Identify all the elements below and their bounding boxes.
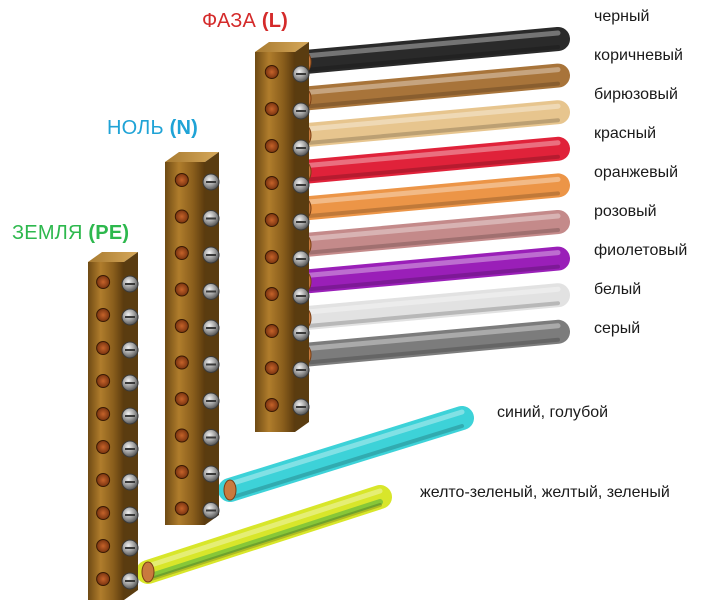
terminal-hole bbox=[174, 319, 189, 333]
phase-wire-label: оранжевый bbox=[594, 164, 679, 181]
terminal-hole bbox=[96, 308, 111, 322]
terminal-hole bbox=[174, 501, 189, 516]
phase-wire-label: бирюзовый bbox=[594, 86, 678, 103]
phase-bus-title: ФАЗА (L) bbox=[202, 10, 288, 33]
terminal-hole bbox=[264, 65, 279, 79]
neutral-wire-label: синий, голубой bbox=[497, 404, 609, 421]
terminal-hole bbox=[96, 374, 111, 388]
terminal-hole bbox=[174, 246, 189, 260]
phase-wire-label: коричневый bbox=[594, 47, 683, 64]
earth-bus-label: ЗЕМЛЯ bbox=[12, 222, 83, 244]
phase-wire-3 bbox=[293, 100, 570, 148]
phase-wire-label: фиолетовый bbox=[594, 242, 688, 259]
terminal-hole bbox=[174, 282, 189, 297]
phase-wire-4 bbox=[293, 136, 570, 184]
phase-wire-6 bbox=[293, 210, 570, 257]
phase-wire-label: черный bbox=[594, 8, 650, 25]
terminal-hole bbox=[96, 539, 111, 553]
earth-bus-bar bbox=[88, 252, 139, 600]
earth-wire-label: желто-зеленый, желтый, зеленый bbox=[420, 484, 670, 501]
earth-wire bbox=[136, 485, 392, 584]
phase-wire-2 bbox=[293, 63, 570, 111]
phase-bus-label: ФАЗА bbox=[202, 10, 257, 32]
terminal-hole bbox=[96, 572, 111, 586]
phase-wire-8 bbox=[293, 283, 570, 331]
terminal-hole bbox=[264, 102, 279, 116]
terminal-hole bbox=[264, 287, 279, 301]
earth-bus-title: ЗЕМЛЯ (PE) bbox=[12, 222, 129, 245]
terminal-hole bbox=[174, 428, 189, 443]
terminal-hole bbox=[264, 139, 279, 153]
terminal-hole bbox=[96, 473, 111, 487]
terminal-hole bbox=[96, 506, 111, 520]
terminal-hole bbox=[96, 341, 111, 355]
phase-wire-label: белый bbox=[594, 281, 642, 298]
terminal-hole bbox=[96, 440, 111, 454]
terminal-hole bbox=[264, 250, 279, 264]
terminal-hole bbox=[264, 398, 279, 412]
phase-bus-code: (L) bbox=[261, 10, 289, 32]
terminal-hole bbox=[264, 361, 279, 375]
phase-wire-label: красный bbox=[594, 125, 657, 142]
phase-wire-9 bbox=[293, 319, 570, 367]
neutral-wire bbox=[218, 406, 474, 502]
phase-wire-1 bbox=[293, 27, 570, 74]
phase-wire-label: розовый bbox=[594, 203, 657, 220]
phase-wire-7 bbox=[293, 246, 570, 294]
terminal-hole bbox=[264, 213, 279, 227]
neutral-bus-bar bbox=[165, 152, 220, 525]
terminal-hole bbox=[174, 173, 189, 187]
terminal-hole bbox=[174, 465, 189, 479]
phase-bus-bar bbox=[255, 42, 310, 432]
neutral-bus-label: НОЛЬ bbox=[107, 117, 164, 139]
earth-bus-code: (PE) bbox=[88, 222, 130, 244]
terminal-hole bbox=[96, 407, 111, 421]
neutral-bus-title: НОЛЬ (N) bbox=[107, 117, 198, 140]
terminal-hole bbox=[174, 392, 189, 406]
terminal-hole bbox=[264, 324, 279, 338]
terminal-hole bbox=[96, 275, 111, 289]
neutral-bus-code: (N) bbox=[169, 117, 198, 139]
terminal-hole bbox=[264, 176, 279, 190]
phase-wire-label: серый bbox=[594, 320, 641, 337]
terminal-hole bbox=[174, 209, 189, 224]
phase-wire-5 bbox=[293, 173, 570, 221]
terminal-hole bbox=[174, 355, 189, 370]
